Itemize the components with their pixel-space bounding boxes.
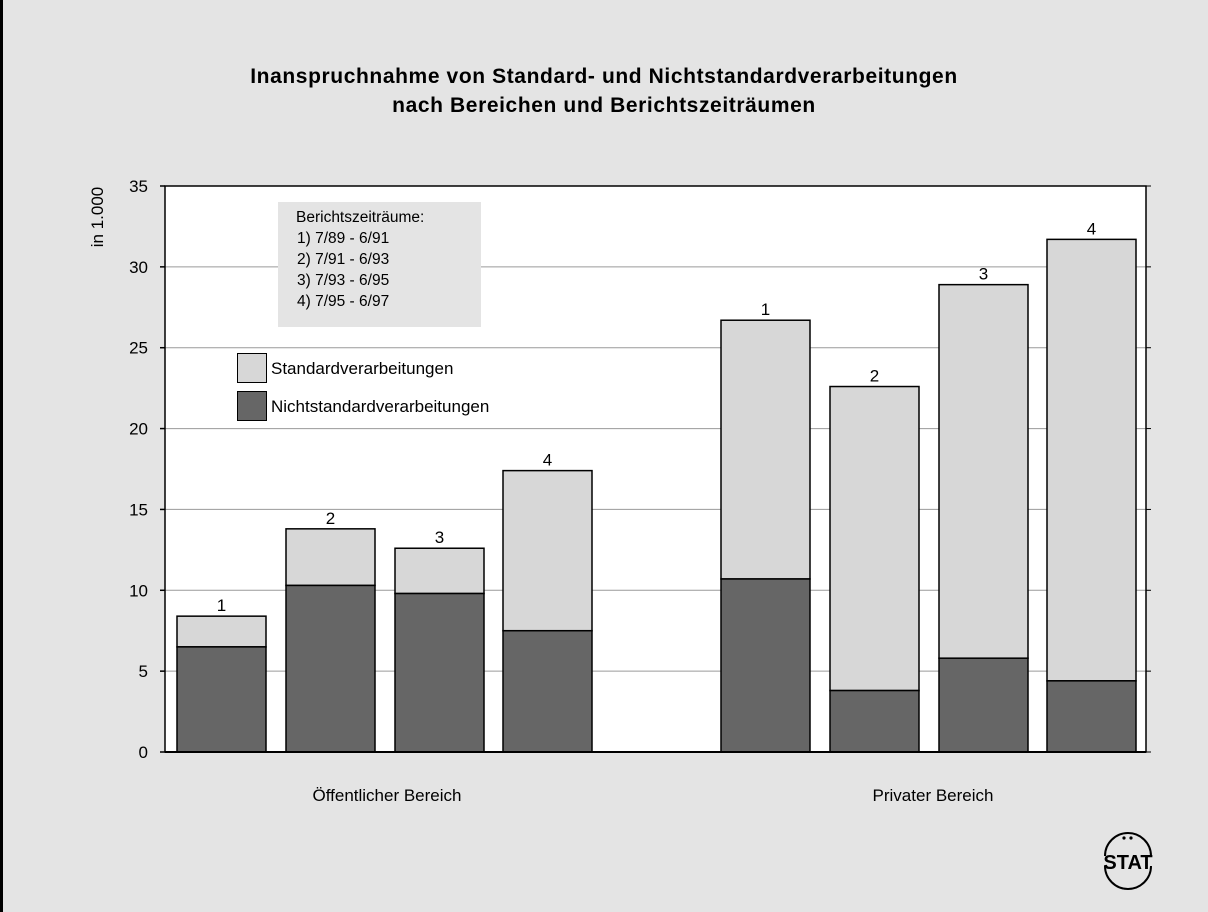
y-tick-label: 35 <box>129 177 148 196</box>
bar-nichtstandard <box>720 578 811 753</box>
y-tick-label: 5 <box>139 662 148 681</box>
y-axis-label: in 1.000 <box>88 187 107 248</box>
bar-nichtstandard <box>176 646 267 753</box>
bar-period-label: 4 <box>1087 219 1096 238</box>
legend-standard-swatch <box>237 353 267 383</box>
period-item-4: 4) 7/95 - 6/97 <box>297 293 390 310</box>
group-label-oeffentlich: Öffentlicher Bereich <box>313 786 462 805</box>
period-item-3: 3) 7/93 - 6/95 <box>297 272 390 289</box>
legend-standard-label: Standardverarbeitungen <box>271 359 454 378</box>
bar-standard <box>829 385 920 692</box>
bar-standard <box>938 283 1029 659</box>
bar-nichtstandard <box>829 689 920 753</box>
bar-standard <box>176 615 267 648</box>
chart-title-line-2: nach Bereichen und Berichtszeiträumen <box>392 94 816 117</box>
periods-heading: Berichtszeiträume: <box>296 209 425 226</box>
y-tick-label: 0 <box>139 743 148 762</box>
bar-period-label: 4 <box>543 451 552 470</box>
period-item-1: 1) 7/89 - 6/91 <box>297 230 390 247</box>
bar-nichtstandard <box>938 657 1029 753</box>
bar-nichtstandard <box>502 629 593 753</box>
bar-standard <box>720 319 811 580</box>
svg-text:STAT: STAT <box>1103 852 1152 874</box>
stat-logo-icon: STAT <box>1103 832 1153 890</box>
legend-standard: Standardverarbeitungen <box>237 353 531 386</box>
y-tick-label: 10 <box>129 581 148 600</box>
bar-period-label: 3 <box>979 265 988 284</box>
bar-nichtstandard <box>1046 680 1137 753</box>
y-tick-label: 30 <box>129 258 148 277</box>
bar-nichtstandard <box>394 592 485 753</box>
y-tick-label: 15 <box>129 500 148 519</box>
period-item-2: 2) 7/91 - 6/93 <box>297 251 390 268</box>
bar-period-label: 1 <box>761 300 770 319</box>
bar-standard <box>1046 238 1137 682</box>
legend-nichtstandard: Nichtstandardverarbeitungen <box>237 391 531 424</box>
chart-title-line-1: Inanspruchnahme von Standard- und Nichts… <box>250 65 958 88</box>
legend-nichtstandard-swatch <box>237 391 267 421</box>
bar-nichtstandard <box>285 584 376 753</box>
bar-period-label: 2 <box>326 509 335 528</box>
bar-period-label: 2 <box>870 367 879 386</box>
bar-period-label: 1 <box>217 596 226 615</box>
bar-period-label: 3 <box>435 528 444 547</box>
bar-standard <box>285 528 376 587</box>
periods-box: Berichtszeiträume: 1) 7/89 - 6/91 2) 7/9… <box>278 202 481 327</box>
group-label-privat: Privater Bereich <box>873 786 994 805</box>
bar-standard <box>502 469 593 632</box>
y-tick-label: 25 <box>129 339 148 358</box>
bar-standard <box>394 547 485 595</box>
legend-nichtstandard-label: Nichtstandardverarbeitungen <box>271 397 490 416</box>
y-tick-label: 20 <box>129 420 148 439</box>
